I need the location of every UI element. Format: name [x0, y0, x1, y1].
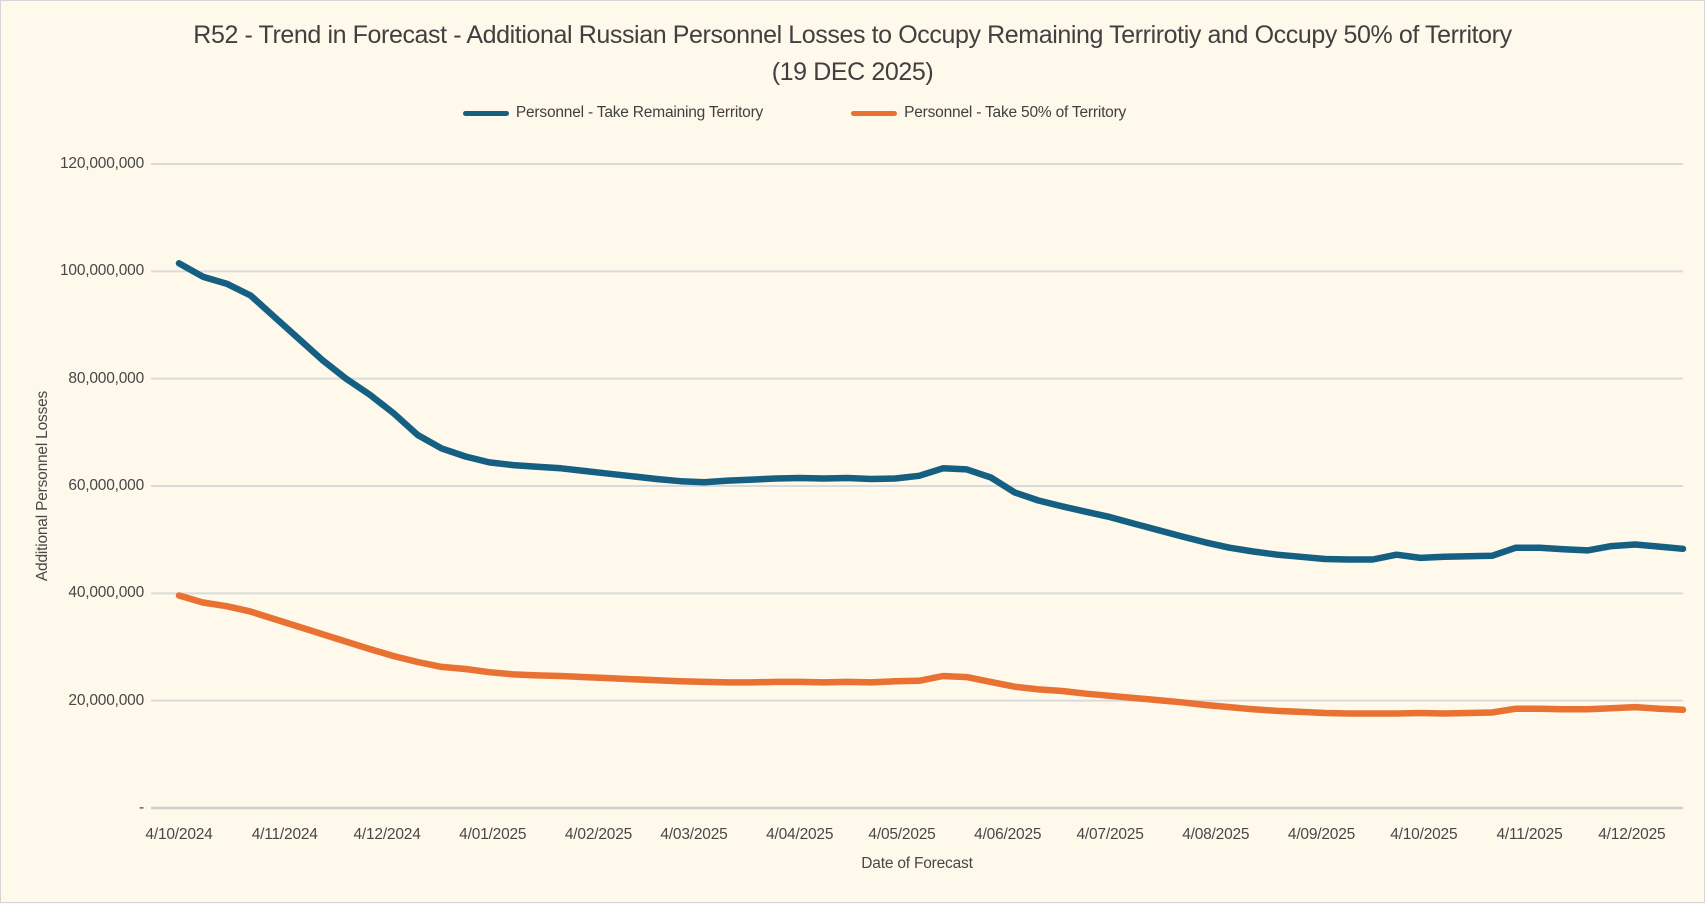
y-tick-label: 80,000,000 — [68, 369, 144, 387]
series-line-take-remaining-territory[interactable] — [175, 260, 1687, 563]
x-tick-label: 4/11/2024 — [251, 826, 318, 843]
legend-label-take-remaining-territory: Personnel - Take Remaining Territory — [515, 104, 764, 121]
legend-line-swatch-blue-icon — [462, 110, 509, 116]
series-line-take-50pct-territory[interactable] — [175, 592, 1687, 717]
y-tick-label: 40,000,000 — [68, 584, 144, 602]
y-tick-label: 100,000,000 — [60, 262, 144, 280]
x-tick-label: 4/12/2025 — [1598, 826, 1666, 843]
legend-item-take-remaining-territory[interactable]: Personnel - Take Remaining Territory — [462, 104, 764, 122]
y-tick-label: 60,000,000 — [68, 477, 144, 494]
legend: Personnel - Take Remaining Territory Per… — [0, 104, 1646, 122]
x-tick-label: 4/01/2025 — [459, 826, 527, 843]
x-tick-label: 4/09/2025 — [1287, 826, 1356, 843]
y-tick-label: - — [139, 799, 144, 816]
y-tick-label: 120,000,000 — [60, 155, 144, 172]
legend-line-swatch-orange-icon — [851, 110, 898, 116]
x-tick-label: 4/03/2025 — [660, 826, 728, 843]
x-tick-label: 4/10/2024 — [145, 826, 213, 843]
x-tick-label: 4/07/2025 — [1076, 826, 1144, 843]
y-tick-label: 20,000,000 — [68, 691, 144, 709]
x-tick-label: 4/05/2025 — [868, 826, 936, 843]
y-axis-title: Additional Personnel Losses — [34, 390, 51, 582]
x-tick-label: 4/10/2025 — [1390, 826, 1458, 843]
x-tick-label: 4/11/2025 — [1496, 826, 1563, 843]
x-tick-label: 4/06/2025 — [974, 826, 1042, 843]
x-tick-label: 4/04/2025 — [766, 826, 834, 843]
legend-label-take-50pct-territory: Personnel - Take 50% of Territory — [904, 104, 1127, 121]
legend-item-take-50pct-territory[interactable]: Personnel - Take 50% of Territory — [851, 104, 1126, 122]
x-tick-label: 4/12/2024 — [353, 826, 421, 843]
x-axis-title: Date of Forecast — [861, 855, 973, 872]
chart-title[interactable]: R52 - Trend in Forecast - Additional Rus… — [193, 21, 1512, 86]
x-tick-label: 4/02/2025 — [564, 826, 633, 843]
x-tick-label: 4/08/2025 — [1182, 826, 1250, 843]
